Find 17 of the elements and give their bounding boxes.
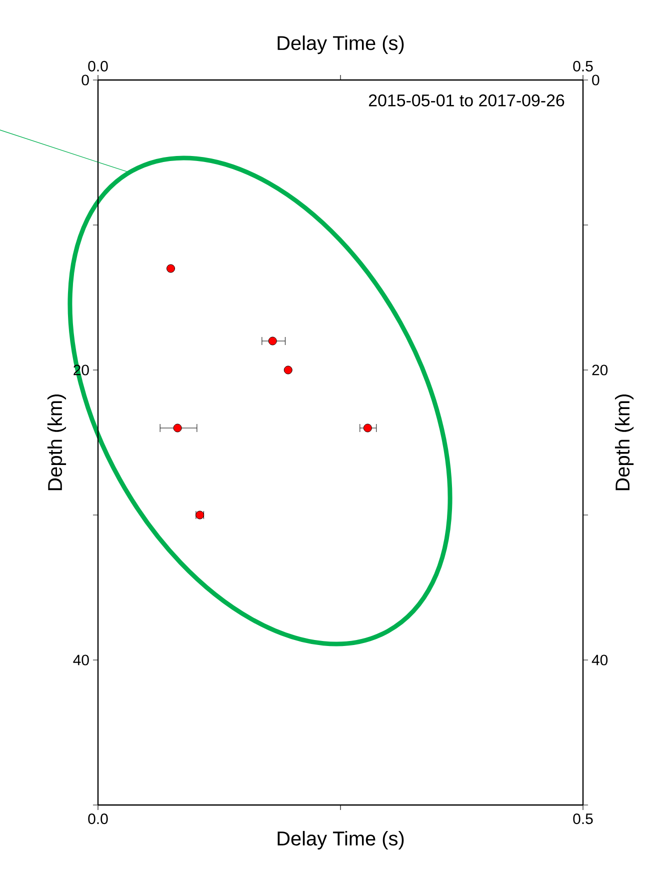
point — [284, 366, 292, 374]
y2-tick-label: 0 — [592, 74, 600, 86]
y-axis-title: Depth (km) — [47, 394, 66, 490]
y2-tick-label: 20 — [592, 364, 608, 376]
x2-axis-title: Delay Time (s) — [278, 35, 404, 54]
y-tick-label: 40 — [73, 654, 89, 666]
point — [173, 424, 182, 432]
x2-tick-label: 0.0 — [88, 60, 108, 72]
point — [166, 264, 175, 273]
point — [363, 424, 372, 432]
x-axis-title: Delay Time (s) — [278, 830, 404, 850]
point — [268, 336, 277, 346]
x2-tick-label: 0.5 — [573, 60, 593, 72]
y2-tick-label: 40 — [592, 654, 608, 666]
y-tick-label: 0 — [82, 74, 89, 86]
annotation: 2015-05-01 to 2017-09-26 — [368, 94, 564, 106]
y2-axis-title: Depth (km) — [614, 394, 634, 490]
